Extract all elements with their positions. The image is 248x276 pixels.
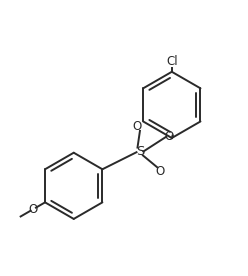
Text: O: O xyxy=(165,130,174,143)
Text: O: O xyxy=(155,164,164,177)
Text: S: S xyxy=(136,145,144,158)
Text: Cl: Cl xyxy=(166,55,178,68)
Text: O: O xyxy=(133,120,142,134)
Text: O: O xyxy=(29,203,38,216)
